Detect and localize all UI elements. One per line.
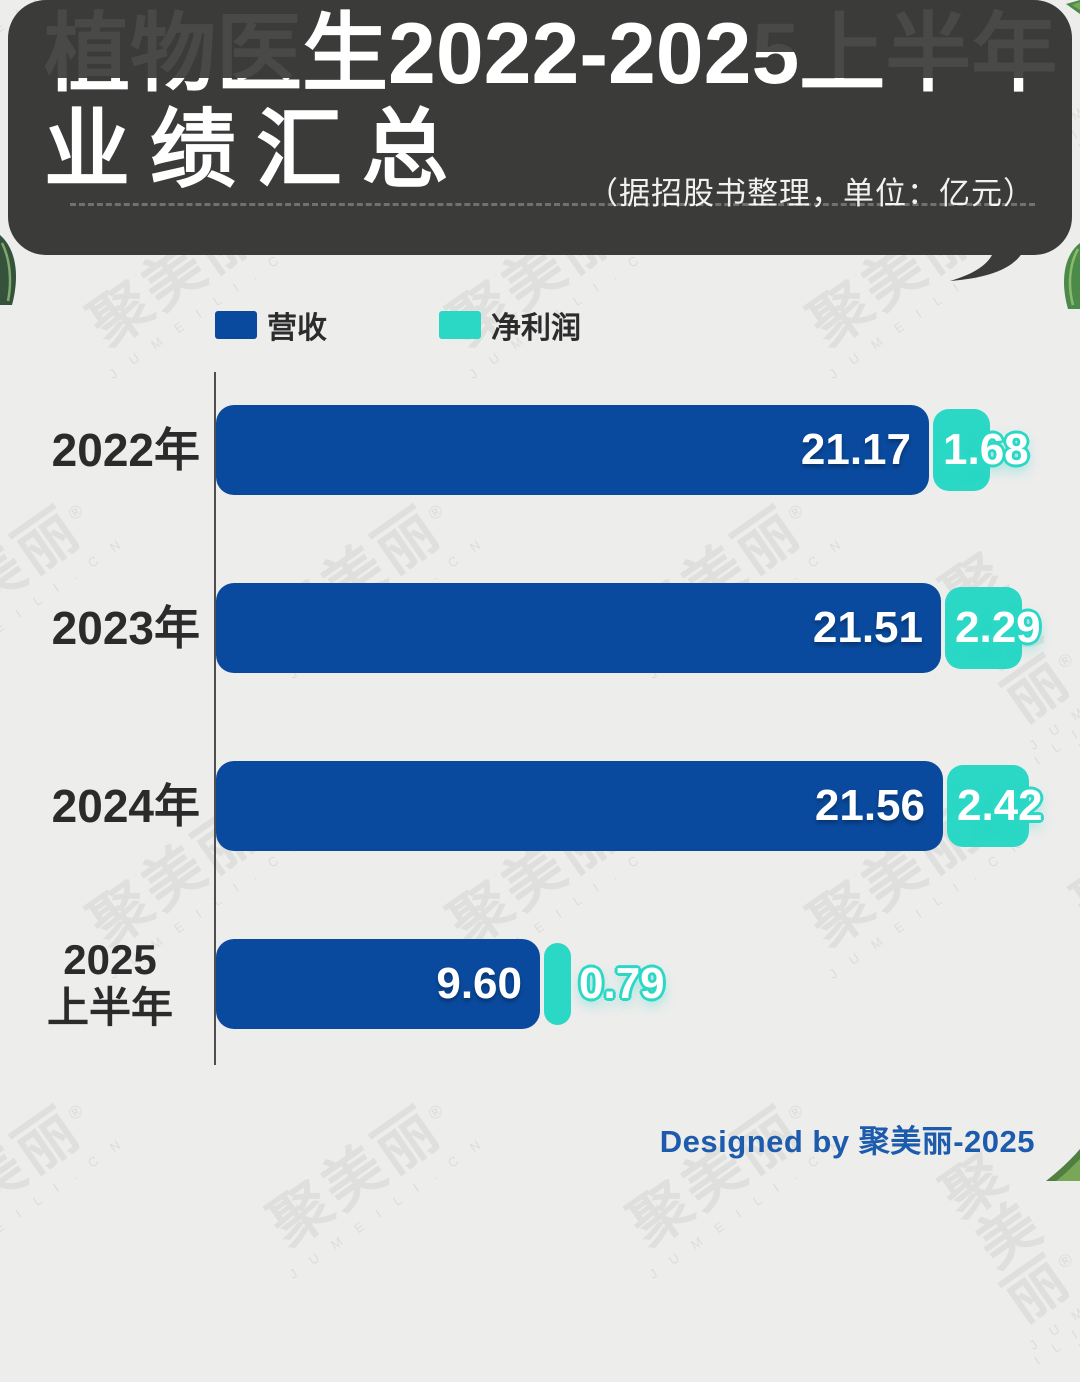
legend-item-net-profit: 净利润	[439, 303, 581, 347]
revenue-bar: 21.56	[216, 761, 943, 851]
row-label: 2023年	[51, 601, 200, 654]
revenue-bar: 9.60	[216, 939, 540, 1029]
title-segment: 生2022-202	[302, 6, 752, 102]
legend-label: 净利润	[491, 312, 581, 345]
revenue-value: 21.56	[814, 781, 925, 830]
row-label: 2024年	[51, 779, 200, 832]
title-line2: 业绩汇总	[44, 102, 468, 198]
net-profit-bar	[945, 587, 1022, 669]
revenue-bar: 21.17	[216, 405, 929, 495]
revenue-value: 21.17	[800, 425, 911, 474]
legend-swatch	[439, 311, 481, 339]
footer-credit: Designed by 聚美丽-2025	[659, 1124, 1035, 1159]
net-profit-value: 2.29	[955, 603, 1041, 652]
net-profit-value: 1.68	[943, 425, 1029, 474]
title-segment: 上半年	[799, 6, 1058, 102]
net-profit-value: 0.79	[579, 959, 665, 1008]
revenue-bar: 21.51	[216, 583, 941, 673]
legend-swatch	[215, 311, 257, 339]
title-segment: 植物医	[44, 6, 302, 102]
net-profit-bar	[544, 943, 571, 1025]
title-subtitle: （据招股书整理，单位：亿元）	[587, 176, 1035, 211]
row-label: 2025 上半年	[46, 935, 173, 1031]
header-bubble	[8, 0, 1072, 255]
title-segment: 5	[751, 6, 800, 102]
legend-label: 营收	[267, 312, 327, 345]
net-profit-value: 2.42	[957, 781, 1043, 830]
speech-bubble-tail	[950, 250, 1024, 281]
dashed-divider	[70, 203, 1035, 206]
net-profit-bar	[933, 409, 990, 491]
page-title: 植物医生2022-2025上半年 业绩汇总	[44, 6, 1057, 198]
title-line1: 植物医生2022-2025上半年	[44, 6, 1057, 102]
net-profit-bar	[947, 765, 1029, 847]
y-axis-line	[214, 372, 216, 1065]
bar-chart: 2022年 21.17 1.68 2023年 21.51 2.29 2024年 21.56 2.…	[46, 372, 1043, 1065]
chart-legend: 营收 净利润	[215, 303, 671, 347]
legend-item-revenue: 营收	[215, 303, 327, 347]
row-label: 2022年	[51, 423, 200, 476]
revenue-value: 9.60	[436, 959, 522, 1008]
revenue-value: 21.51	[812, 603, 923, 652]
